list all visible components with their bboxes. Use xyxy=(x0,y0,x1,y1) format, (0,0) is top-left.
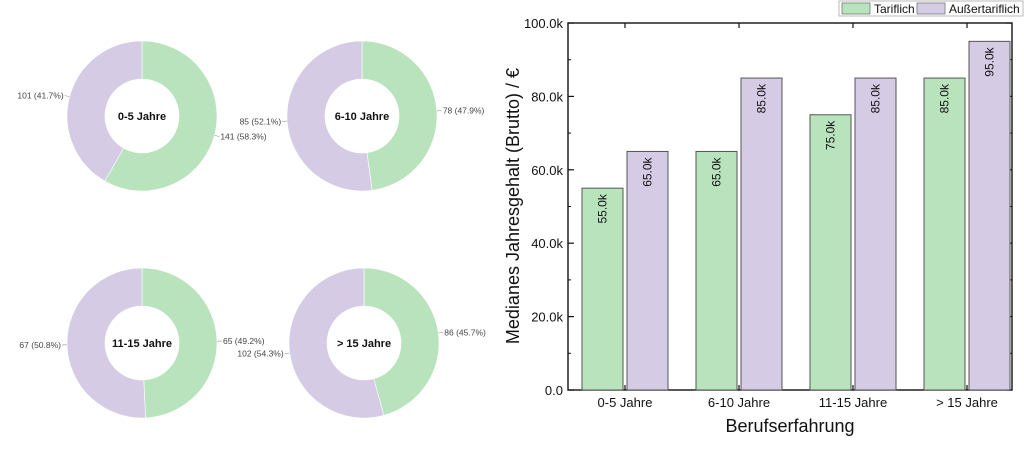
donut-slice-tariflich xyxy=(363,267,440,416)
legend-swatch-aussertariflich xyxy=(916,2,946,15)
donut-slice-label: 78 (47.9%) xyxy=(443,106,485,116)
bar-value-label: 85.0k xyxy=(755,83,769,113)
bar-value-label: 85.0k xyxy=(938,83,952,113)
bar-tariflich xyxy=(923,77,966,391)
y-tick-label: 60.0k xyxy=(531,163,563,178)
legend-label: Außertariflich xyxy=(949,2,1020,16)
bar-aussertariflich xyxy=(968,40,1011,391)
y-tick-label: 20.0k xyxy=(531,310,563,325)
donut-slice-aussertariflich xyxy=(66,267,146,419)
donut-slice-tariflich xyxy=(361,40,438,191)
bar-aussertariflich xyxy=(854,77,897,391)
bar-tariflich xyxy=(581,187,624,391)
bar-value-label: 85.0k xyxy=(869,83,883,113)
donut-slice-aussertariflich xyxy=(66,40,143,182)
legend-label: Tariflich xyxy=(874,2,915,16)
legend-swatch-tariflich xyxy=(841,2,871,15)
bar-aussertariflich xyxy=(626,150,669,391)
donut-slice-aussertariflich xyxy=(286,40,373,192)
donut-charts: 141 (58.3%) 101 (41.7%) 0-5 Jahre 78 (47.9%… xyxy=(17,40,486,419)
x-tick-label: > 15 Jahre xyxy=(936,395,998,410)
donut-center-label: 6-10 Jahre xyxy=(335,111,389,123)
donut-slice-label: 85 (52.1%) xyxy=(240,116,282,126)
bar-value-label: 65.0k xyxy=(641,156,655,186)
x-tick-label: 6-10 Jahre xyxy=(708,395,770,410)
bar-value-label: 75.0k xyxy=(824,120,838,150)
bar-chart: 0.0 20.0k 40.0k 60.0k 80.0k 100.0k 0-5 Jahre 55… xyxy=(503,16,1013,436)
legend: Tariflich Außertariflich xyxy=(838,0,1024,17)
y-axis-title: Medianes Jahresgehalt (Brutto) / € xyxy=(503,68,523,344)
donut-chart: 141 (58.3%) 101 (41.7%) 0-5 Jahre xyxy=(17,40,267,192)
x-tick-label: 11-15 Jahre xyxy=(819,395,887,410)
y-tick-label: 100.0k xyxy=(524,16,564,31)
donut-center-label: 0-5 Jahre xyxy=(118,111,166,123)
donut-center-label: > 15 Jahre xyxy=(337,338,391,350)
donut-chart: 65 (49.2%) 67 (50.8%) 11-15 Jahre xyxy=(19,267,265,419)
x-tick-label: 0-5 Jahre xyxy=(598,395,653,410)
donut-slice-tariflich xyxy=(104,40,218,192)
donut-center-label: 11-15 Jahre xyxy=(112,338,172,350)
bar-tariflich xyxy=(809,114,852,391)
y-tick-label: 40.0k xyxy=(531,236,563,251)
y-tick-label: 0.0 xyxy=(545,383,563,398)
bar-value-label: 65.0k xyxy=(710,156,724,186)
bar-value-label: 55.0k xyxy=(596,193,610,223)
y-tick-label: 80.0k xyxy=(531,89,563,104)
donut-chart: 86 (45.7%) 102 (54.3%) > 15 Jahre xyxy=(237,267,486,419)
donut-slice-label: 65 (49.2%) xyxy=(223,336,265,346)
donut-slice-label: 101 (41.7%) xyxy=(17,90,63,100)
donut-slice-label: 102 (54.3%) xyxy=(237,349,283,359)
donut-slice-label: 67 (50.8%) xyxy=(19,340,61,350)
bar-aussertariflich xyxy=(740,77,783,391)
donut-chart: 78 (47.9%) 85 (52.1%) 6-10 Jahre xyxy=(240,40,485,192)
bar-value-label: 95.0k xyxy=(983,46,997,76)
donut-slice-tariflich xyxy=(141,267,218,419)
donut-slice-label: 86 (45.7%) xyxy=(444,327,486,337)
bar-tariflich xyxy=(695,150,738,391)
donut-slice-aussertariflich xyxy=(288,267,385,419)
donut-slice-label: 141 (58.3%) xyxy=(220,132,266,142)
x-axis-title: Berufserfahrung xyxy=(725,416,854,436)
